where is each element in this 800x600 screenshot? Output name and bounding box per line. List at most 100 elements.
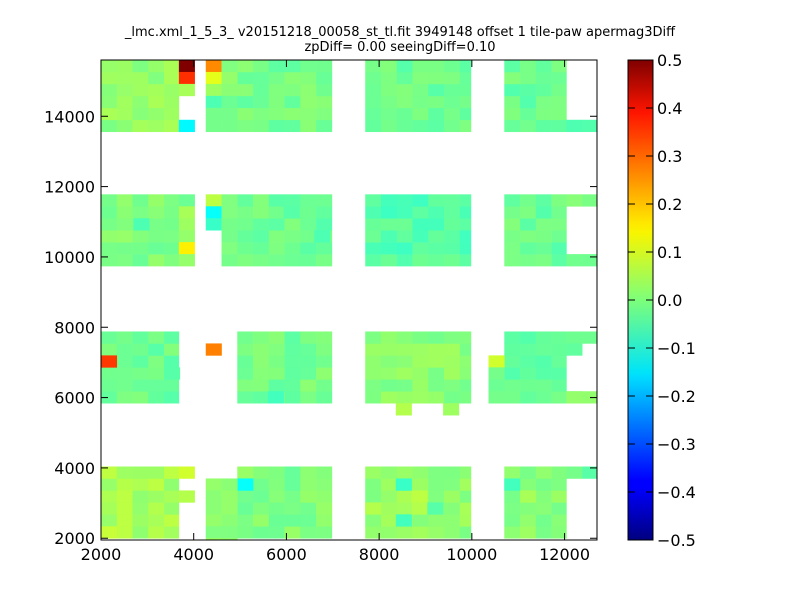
heatmap-cell [116,119,133,133]
heatmap-cell [535,206,552,219]
heatmap-cell [380,466,398,479]
heatmap-cell [582,331,597,344]
heatmap-cell [253,391,270,404]
heatmap-cell [164,490,180,503]
heatmap-cell [380,254,398,267]
heatmap-cell [551,119,567,133]
heatmap-cell [412,343,429,356]
heatmap-cell [268,218,285,231]
heatmap-cell [444,83,461,97]
heatmap-cell [380,194,398,207]
y-tick-label: 8000 [54,318,95,337]
heatmap-cell [284,242,301,255]
heatmap-cell [535,242,552,255]
heatmap-cell [488,355,505,368]
heatmap-cell [164,60,180,73]
heatmap-cell [316,526,333,539]
heatmap-cell [237,242,254,255]
heatmap-cell [178,242,195,255]
heatmap-cell [253,242,270,255]
heatmap-cell [148,367,165,380]
heatmap-cell [566,391,583,404]
heatmap-cell [101,478,118,491]
heatmap-cell [221,490,238,503]
heatmap-cell [268,490,285,503]
y-tick-label: 6000 [54,389,95,408]
heatmap-cell [459,71,472,85]
heatmap-cell [164,95,180,109]
heatmap-cell [551,218,567,231]
heatmap-cell [178,71,195,85]
heatmap-cell [221,526,238,539]
heatmap-cell [444,194,461,207]
heatmap-cell [551,206,567,219]
heatmap-cell [535,478,552,491]
heatmap-cell [520,490,537,503]
heatmap-cell [284,254,301,267]
heatmap-cell [551,83,567,97]
heatmap-cell [132,343,149,356]
heatmap-cell [380,478,398,491]
heatmap-cell [396,71,413,85]
heatmap-cell [164,514,180,527]
heatmap-cell [535,355,552,368]
heatmap-cell [221,119,238,133]
heatmap-cell [148,95,165,109]
heatmap-cell [566,194,583,207]
x-tick-label: 12000 [539,545,590,564]
heatmap-cell [316,242,333,255]
heatmap-cell [237,194,254,207]
heatmap-cell [101,502,118,515]
heatmap-cell [116,379,133,392]
heatmap-cell [412,242,429,255]
heatmap-cell [284,391,301,404]
heatmap-cell [132,95,149,109]
heatmap-cell [396,95,413,109]
heatmap-cell [380,355,398,368]
heatmap-cell [205,71,222,85]
heatmap-cell [412,466,429,479]
heatmap-cell [396,343,413,356]
heatmap-cell [253,254,270,267]
heatmap-cell [164,343,180,356]
heatmap-cell [380,343,398,356]
heatmap-cell [237,379,254,392]
heatmap-cell [535,95,552,109]
heatmap-cell [164,107,180,121]
x-tick-label: 10000 [446,545,497,564]
heatmap-cell [459,95,472,109]
heatmap-cell [253,95,270,109]
heatmap-cell [164,230,180,243]
heatmap-cell [365,343,382,356]
heatmap-cell [459,254,472,267]
heatmap-cell [459,242,472,255]
heatmap-cell [365,502,382,515]
heatmap-cell [316,490,333,503]
heatmap-cell [316,107,333,121]
heatmap-cell [164,218,180,231]
heatmap-cell [444,119,461,133]
heatmap-cell [178,119,195,133]
heatmap-cell [316,218,333,231]
heatmap-cell [520,502,537,515]
heatmap-cell [132,526,149,539]
heatmap-cell [101,95,118,109]
heatmap-cell [535,218,552,231]
heatmap-cell [148,331,165,344]
heatmap-cell [444,60,461,73]
heatmap-cell [535,331,552,344]
heatmap-cell [459,218,472,231]
heatmap-cell [253,230,270,243]
heatmap-cell [504,343,521,356]
heatmap-cell [380,379,398,392]
heatmap-cell [504,355,521,368]
heatmap-cell [551,526,567,539]
heatmap-cell [520,95,537,109]
heatmap-cell [551,95,567,109]
heatmap-cell [221,230,238,243]
heatmap-cell [237,218,254,231]
heatmap-cell [504,230,521,243]
heatmap-cell [504,367,521,380]
heatmap-cell [444,490,461,503]
heatmap-cell [116,83,133,97]
